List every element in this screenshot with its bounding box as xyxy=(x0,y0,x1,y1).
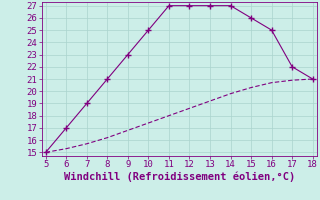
X-axis label: Windchill (Refroidissement éolien,°C): Windchill (Refroidissement éolien,°C) xyxy=(64,172,295,182)
